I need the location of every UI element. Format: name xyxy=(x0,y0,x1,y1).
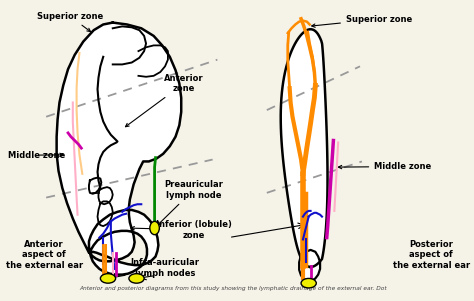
Text: Anterior
aspect of
the external ear: Anterior aspect of the external ear xyxy=(6,240,83,270)
Ellipse shape xyxy=(150,221,159,235)
Text: Superior zone: Superior zone xyxy=(37,12,103,32)
Ellipse shape xyxy=(301,278,316,288)
Text: Inferior (lobule)
zone: Inferior (lobule) zone xyxy=(131,220,231,240)
Text: Superior zone: Superior zone xyxy=(312,15,412,27)
Polygon shape xyxy=(299,250,320,281)
Text: Anterior and posterior diagrams from this study showing the lymphatic drainage o: Anterior and posterior diagrams from thi… xyxy=(80,286,387,291)
Text: Middle zone: Middle zone xyxy=(8,150,65,160)
Text: Preauricular
lymph node: Preauricular lymph node xyxy=(157,180,223,225)
Ellipse shape xyxy=(100,274,116,283)
Text: Posterior
aspect of
the external ear: Posterior aspect of the external ear xyxy=(393,240,470,270)
Text: Anterior
zone: Anterior zone xyxy=(126,74,204,127)
Polygon shape xyxy=(56,23,181,275)
Ellipse shape xyxy=(129,274,144,283)
Text: Infra-auricular
lymph nodes: Infra-auricular lymph nodes xyxy=(112,258,200,279)
Text: Middle zone: Middle zone xyxy=(338,162,431,171)
Polygon shape xyxy=(281,29,328,267)
